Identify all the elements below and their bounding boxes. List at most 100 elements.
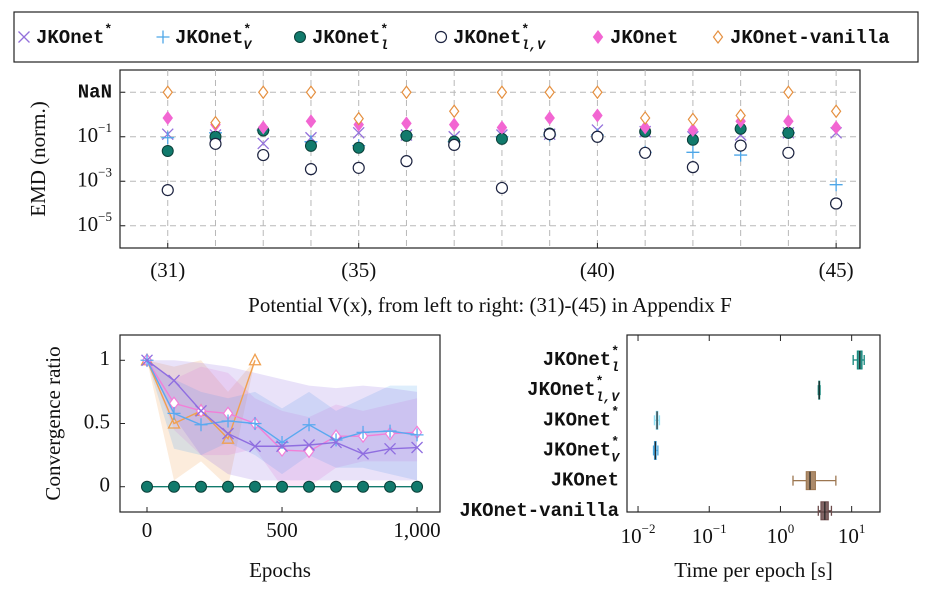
marker-diamond (162, 85, 173, 100)
marker-x (249, 440, 261, 453)
error-band (147, 360, 418, 481)
marker-circle (209, 137, 222, 150)
legend-label-sup: * (243, 22, 251, 37)
marker-triangle (248, 352, 262, 366)
marker-diamond (257, 120, 269, 135)
marker-plus (161, 131, 175, 145)
marker-diamond (305, 114, 317, 129)
marker-circle (448, 138, 461, 152)
legend-label-base: JKOnet (610, 27, 678, 49)
legend-label: JKOnet-vanilla (730, 27, 890, 49)
category-label: JKOnet (551, 470, 619, 492)
x-tick-label-base: 10 (692, 524, 713, 548)
y-tick-label-base: 10 (77, 212, 98, 236)
y-tick-label: 10−3 (77, 164, 112, 191)
legend-label-sub: l (380, 38, 388, 53)
marker-triangle (221, 431, 235, 444)
y-tick-label-sup: −3 (98, 164, 112, 179)
legend-label-text: JKOnet-vanilla (730, 27, 890, 49)
marker-dot (400, 129, 413, 142)
marker-dot (168, 480, 181, 493)
category-label: JKOnet* l,V (527, 375, 620, 406)
y-tick-label-text: 10−5 (77, 209, 112, 236)
marker-circle (591, 130, 604, 143)
legend-label: JKOnet* (36, 22, 112, 49)
marker-circle (257, 148, 270, 162)
category-label: JKOnet* l (543, 344, 619, 375)
y-tick-label: NaN (78, 81, 112, 103)
legend-label-sup: * (521, 22, 529, 37)
legend-label: JKOnet* l,V (453, 22, 546, 53)
marker-dot (294, 31, 306, 43)
marker-triangle (167, 416, 181, 429)
category-label-sup: * (611, 344, 619, 359)
marker-dot (195, 480, 208, 493)
category-label-text: JKOnet* (543, 405, 619, 432)
x-tick-label: 1,000 (393, 518, 440, 542)
category-label-text: JKOnet (551, 470, 619, 492)
marker-diamond (687, 123, 699, 138)
y-tick-label-base: 10 (77, 123, 98, 147)
x-tick-label-sup: −1 (713, 521, 727, 536)
category-label-base: JKOnet (543, 349, 611, 371)
x-tick-label-text: 101 (838, 521, 866, 548)
marker-dot (411, 480, 424, 493)
category-label-sub: l,V (596, 391, 621, 406)
marker-plus (302, 418, 316, 432)
y-tick-label: 0.5 (84, 409, 110, 433)
y-tick-label-sup: −5 (98, 209, 112, 224)
y-tick-label-base: 10 (77, 167, 98, 191)
marker-x (257, 137, 270, 150)
marker-dot (276, 480, 289, 493)
marker-diamond (830, 120, 842, 135)
y-tick-label-text: 10−3 (77, 164, 112, 191)
category-label-sub: l (611, 360, 619, 375)
category-label-sup: * (611, 435, 619, 450)
x-tick-label: 10−2 (621, 521, 656, 548)
box (805, 471, 816, 491)
marker-diamond (544, 85, 555, 100)
marker-diamond (592, 108, 603, 123)
x-tick-label-base: 10 (621, 524, 642, 548)
marker-diamond (592, 30, 604, 44)
marker-diamond (783, 114, 794, 129)
x-tick-label: 0 (142, 518, 153, 542)
marker-dot (304, 139, 317, 152)
y-tick-label-text: 10−1 (77, 120, 112, 147)
marker-x (330, 436, 342, 449)
legend-label-base: JKOnet (453, 27, 521, 49)
x-tick-label-text: 10−2 (621, 521, 656, 548)
x-tick-label-sup: −2 (642, 521, 656, 536)
marker-diamond (353, 111, 364, 126)
category-label-text: JKOnet-vanilla (459, 500, 619, 522)
marker-circle (434, 30, 448, 44)
marker-diamond (210, 115, 221, 130)
x-tick-label: 500 (266, 518, 298, 542)
marker-plus (356, 425, 370, 439)
marker-diamond (592, 85, 603, 100)
x-tick-label: 10−1 (692, 521, 727, 548)
category-label: JKOnet-vanilla (459, 500, 619, 522)
marker-diamond (448, 117, 460, 132)
x-tick-label-base: 10 (838, 524, 859, 548)
legend-label-text: JKOnet* l (312, 22, 388, 53)
marker-x (168, 374, 180, 387)
marker-plus (167, 406, 181, 420)
category-label-sup: * (611, 405, 619, 420)
marker-plus (221, 414, 235, 428)
marker-circle (495, 181, 509, 195)
marker-diamond (401, 116, 412, 131)
marker-x (357, 447, 369, 460)
marker-circle (734, 139, 747, 152)
marker-dot (495, 132, 508, 145)
marker-diamond (544, 110, 555, 125)
legend-label-text: JKOnet (610, 27, 678, 49)
marker-dot (161, 144, 174, 157)
legend-label-text: JKOnet* (36, 22, 112, 49)
y-axis-label: EMD (norm.) (26, 101, 50, 216)
x-tick-label-base: 10 (767, 524, 788, 548)
marker-dot (384, 480, 397, 493)
x-tick-label: (35) (341, 258, 376, 282)
category-label: JKOnet* (543, 405, 619, 432)
error-band (147, 360, 418, 481)
